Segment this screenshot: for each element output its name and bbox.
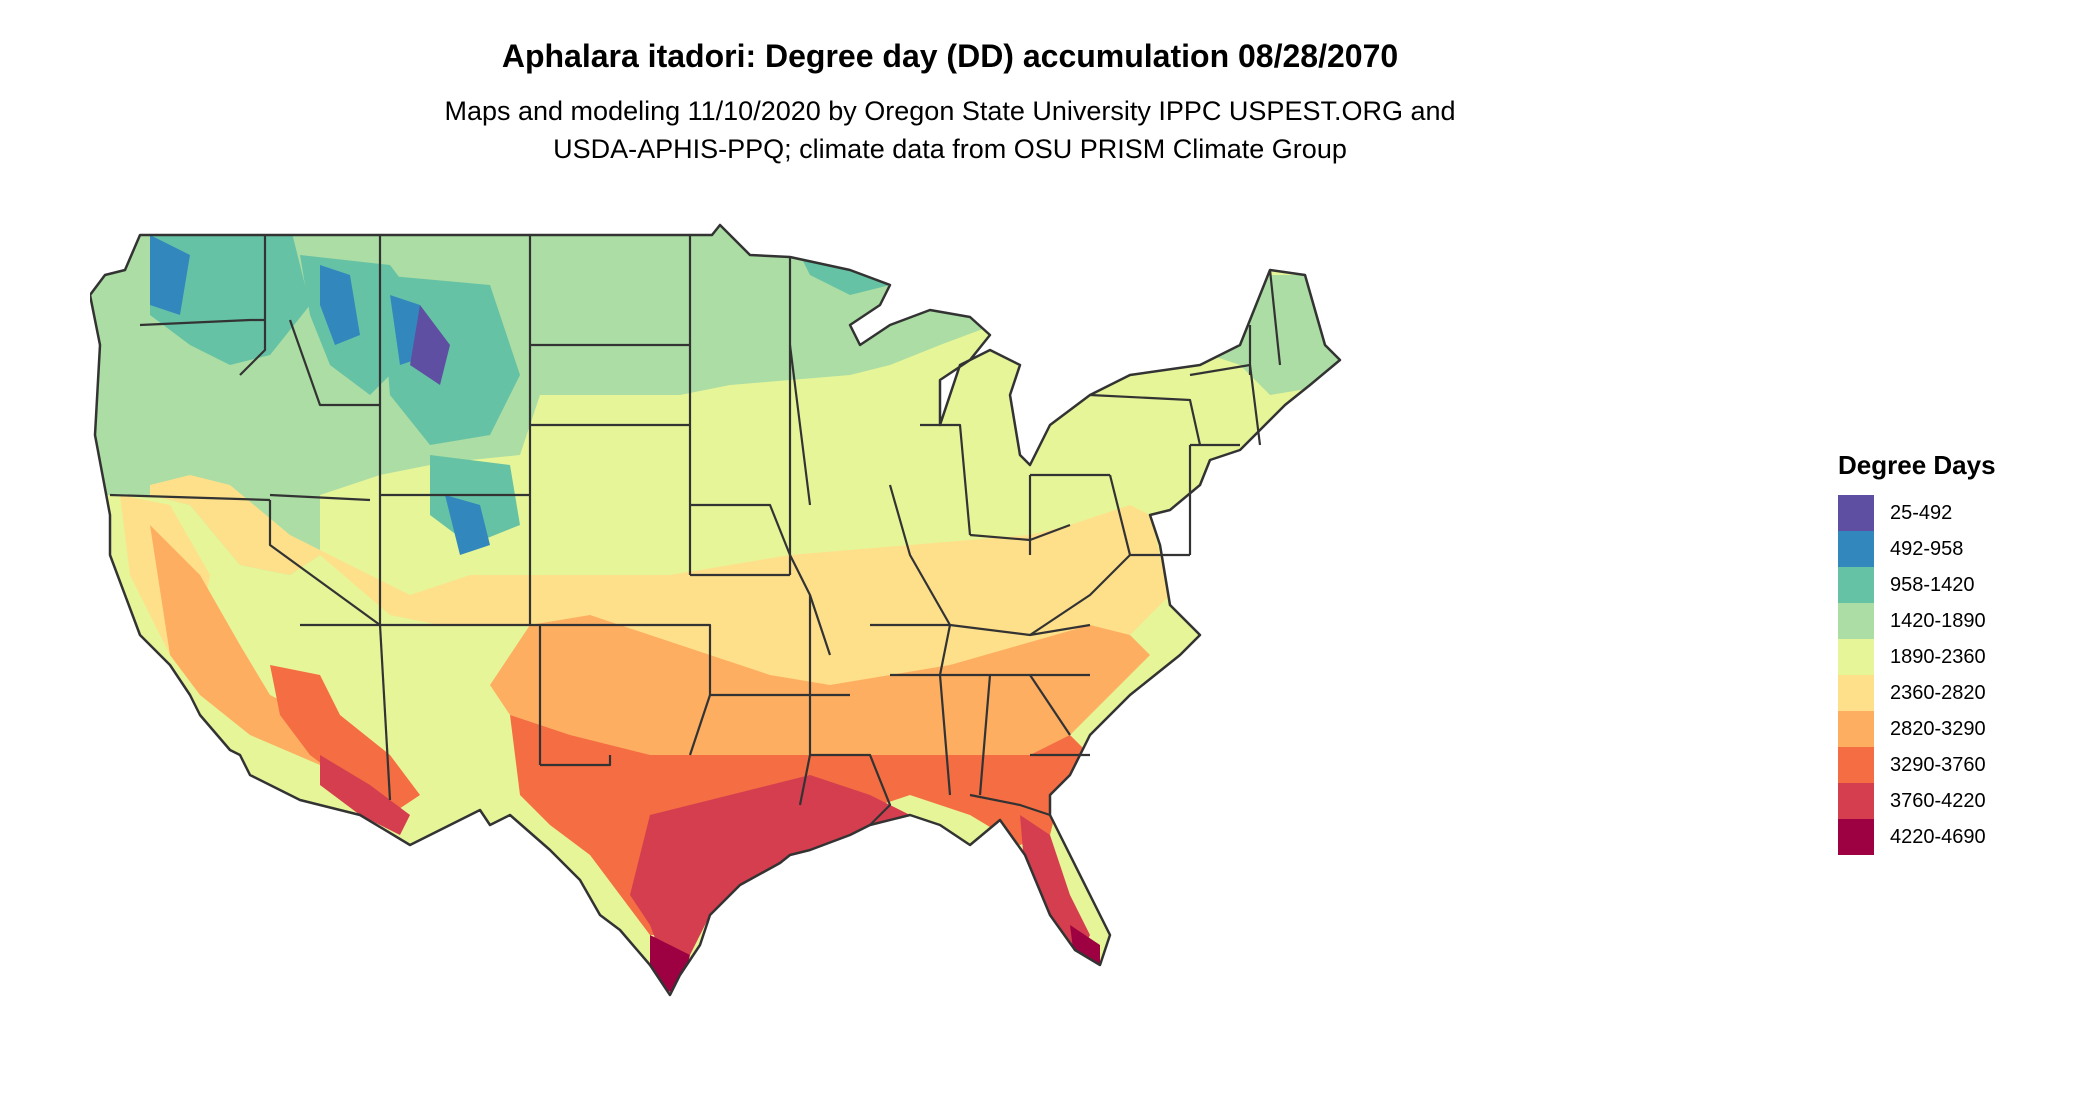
legend-swatch bbox=[1838, 675, 1874, 711]
legend-item: 2360-2820 bbox=[1838, 675, 1996, 711]
legend-label: 2820-3290 bbox=[1890, 717, 1986, 740]
legend-label: 1890-2360 bbox=[1890, 645, 1986, 668]
legend-item: 958-1420 bbox=[1838, 567, 1996, 603]
map-title: Aphalara itadori: Degree day (DD) accumu… bbox=[501, 38, 1399, 74]
legend-item: 1890-2360 bbox=[1838, 639, 1996, 675]
legend-label: 25-492 bbox=[1890, 501, 1953, 524]
subtitle-line-2: USDA-APHIS-PPQ; climate data from OSU PR… bbox=[553, 134, 1347, 164]
legend-item: 1420-1890 bbox=[1838, 603, 1996, 639]
legend-item: 4220-4690 bbox=[1838, 819, 1996, 855]
map-subtitle: Maps and modeling 11/10/2020 by Oregon S… bbox=[0, 92, 1900, 168]
legend-title: Degree Days bbox=[1838, 450, 1996, 480]
legend-swatch bbox=[1838, 747, 1874, 783]
degree-day-raster bbox=[90, 225, 1340, 995]
legend-label: 4220-4690 bbox=[1890, 825, 1986, 848]
legend-item: 3290-3760 bbox=[1838, 747, 1996, 783]
legend-label: 3290-3760 bbox=[1890, 753, 1986, 776]
legend-label: 2360-2820 bbox=[1890, 681, 1986, 704]
legend-swatch bbox=[1838, 531, 1874, 567]
legend-label: 1420-1890 bbox=[1890, 609, 1986, 632]
legend-label: 492-958 bbox=[1890, 537, 1964, 560]
legend-item: 25-492 bbox=[1838, 495, 1996, 531]
legend-label: 3760-4220 bbox=[1890, 789, 1986, 812]
legend-swatch bbox=[1838, 711, 1874, 747]
legend: Degree Days 25-492 492-958 958-1420 1420… bbox=[1838, 450, 1996, 855]
legend-swatch bbox=[1838, 495, 1874, 531]
subtitle-line-1: Maps and modeling 11/10/2020 by Oregon S… bbox=[444, 96, 1456, 126]
us-degree-day-map bbox=[90, 223, 1342, 997]
legend-item: 2820-3290 bbox=[1838, 711, 1996, 747]
legend-swatch bbox=[1838, 567, 1874, 603]
legend-label: 958-1420 bbox=[1890, 573, 1975, 596]
legend-swatch bbox=[1838, 783, 1874, 819]
us-outline bbox=[90, 223, 1342, 997]
legend-items: 25-492 492-958 958-1420 1420-1890 1890-2… bbox=[1838, 495, 1996, 855]
legend-swatch bbox=[1838, 603, 1874, 639]
legend-swatch bbox=[1838, 819, 1874, 855]
legend-swatch bbox=[1838, 639, 1874, 675]
legend-item: 492-958 bbox=[1838, 531, 1996, 567]
legend-item: 3760-4220 bbox=[1838, 783, 1996, 819]
state-borders bbox=[109, 235, 1282, 826]
